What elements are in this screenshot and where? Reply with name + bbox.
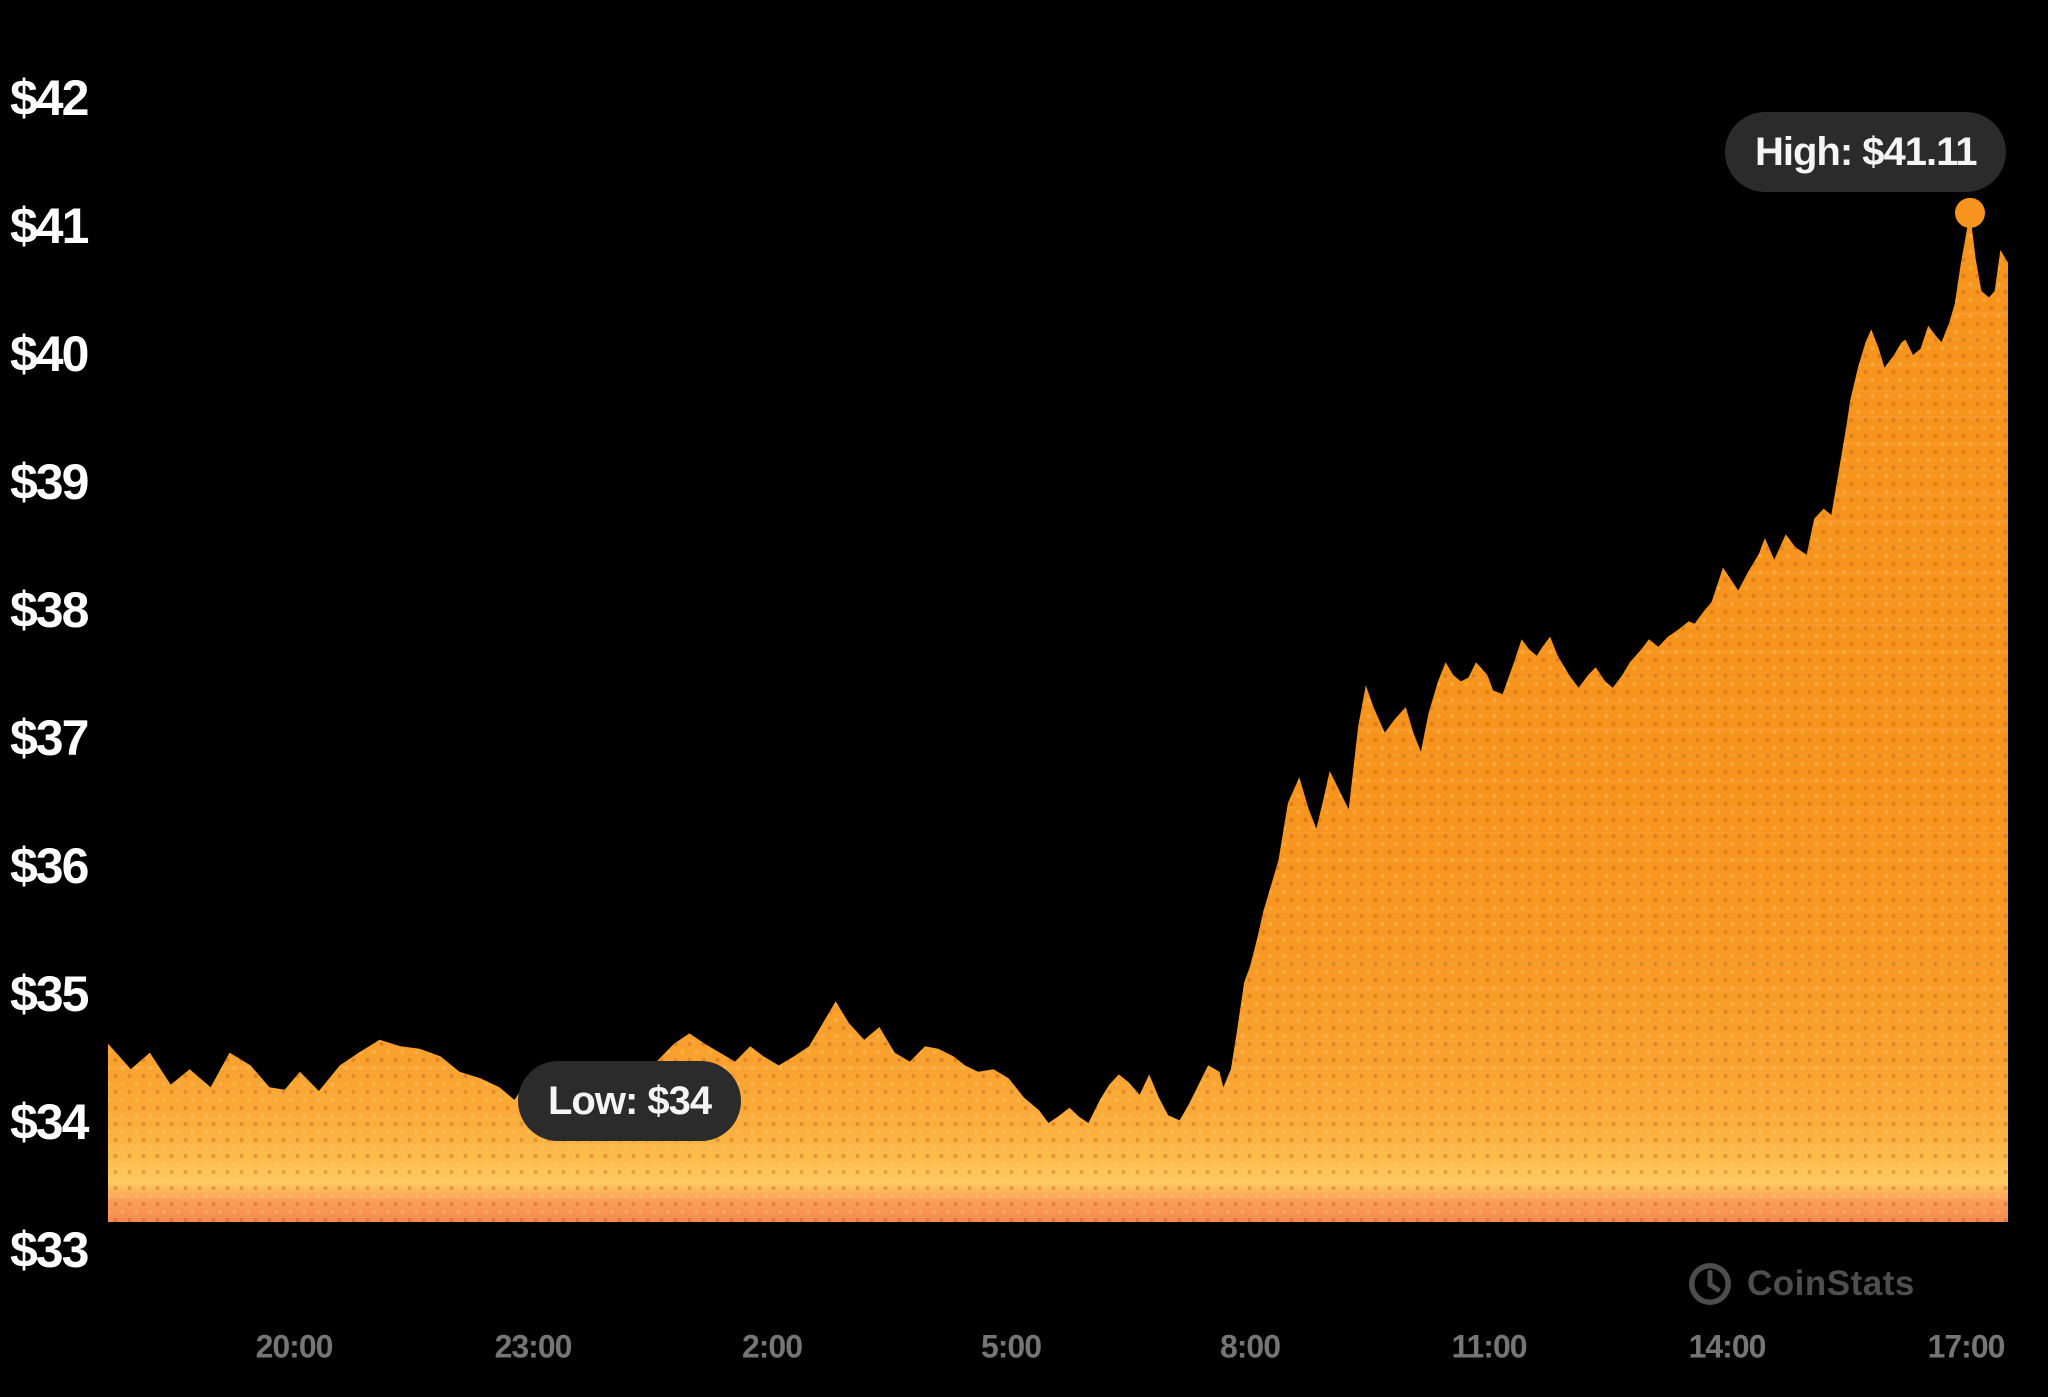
y-axis-label: $38 xyxy=(10,581,89,638)
y-axis-label: $42 xyxy=(10,69,89,126)
watermark-text: CoinStats xyxy=(1747,1264,1915,1303)
y-axis-label: $33 xyxy=(10,1221,89,1278)
y-axis-label: $36 xyxy=(10,837,89,894)
y-axis-label: $35 xyxy=(10,965,89,1022)
x-axis-label: 23:00 xyxy=(494,1328,573,1365)
low-price-tooltip: Low: $34 xyxy=(518,1061,742,1141)
x-axis-label: 11:00 xyxy=(1451,1328,1527,1365)
y-axis-label: $40 xyxy=(10,325,89,382)
x-axis-label: 2:00 xyxy=(741,1328,803,1365)
price-area-band-texture xyxy=(108,212,2008,1222)
y-axis-label: $37 xyxy=(10,709,89,766)
low-price-label: Low: $34 xyxy=(548,1078,712,1123)
x-axis-label: 5:00 xyxy=(980,1328,1042,1365)
high-price-tooltip: High: $41.11 xyxy=(1725,112,2007,192)
x-axis-label: 17:00 xyxy=(1927,1328,2006,1365)
y-axis-label: $41 xyxy=(10,197,89,254)
x-axis-label: 8:00 xyxy=(1219,1328,1281,1365)
high-point-marker xyxy=(1955,197,1985,228)
x-axis-label: 14:00 xyxy=(1688,1328,1767,1365)
y-axis-label: $34 xyxy=(10,1093,89,1150)
high-price-label: High: $41.11 xyxy=(1755,129,1977,174)
y-axis-label: $39 xyxy=(10,453,89,510)
coinstats-watermark: CoinStats xyxy=(1686,1260,1915,1308)
clock-icon xyxy=(1689,1263,1731,1305)
x-axis-label: 20:00 xyxy=(255,1328,334,1365)
